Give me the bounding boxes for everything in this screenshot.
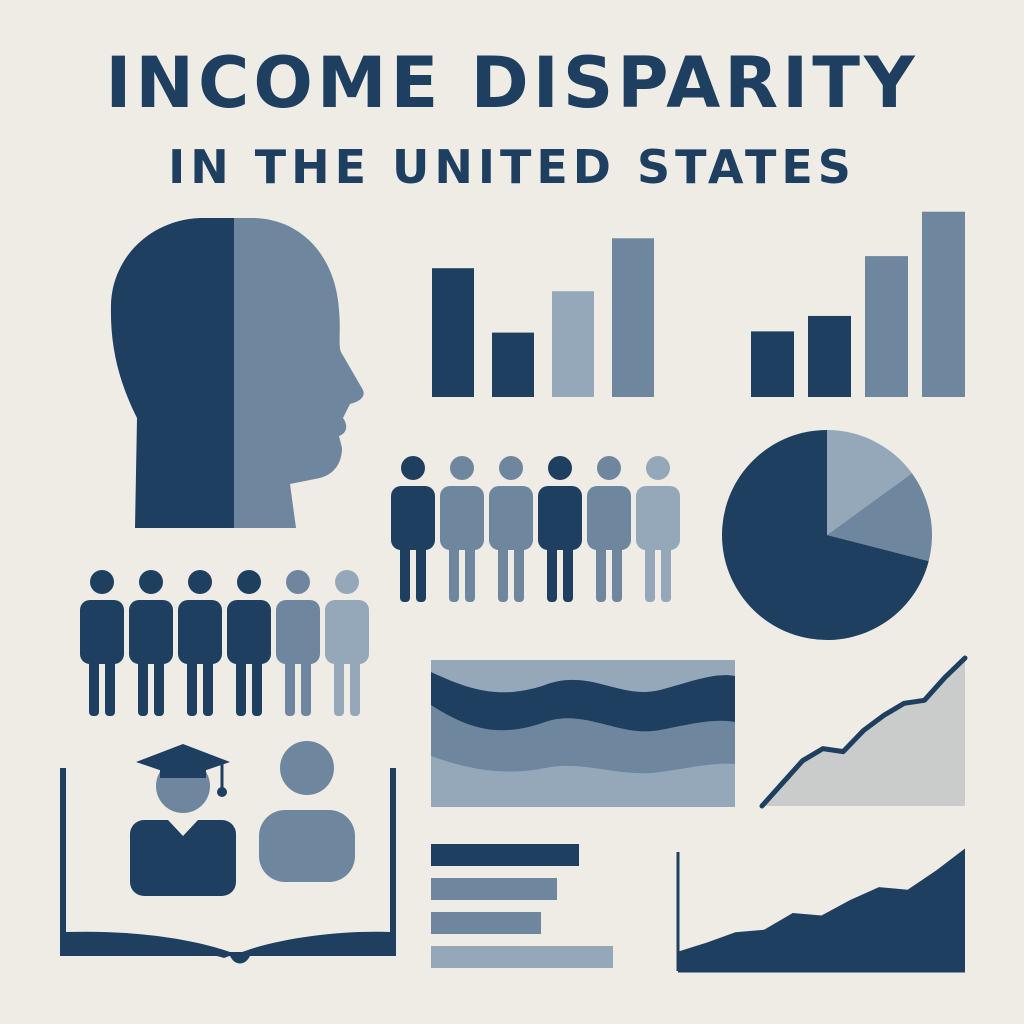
wave-stream-chart [431,660,735,807]
person-figure-icon [538,456,582,602]
bar [865,256,908,397]
pie-slice [827,473,932,562]
bar [552,291,594,397]
people-row-top [391,456,680,602]
horizontal-bar [431,946,613,968]
person-figure-icon [440,456,484,602]
open-book-icon [60,768,396,964]
graduate-icon [130,744,236,896]
person-figure-icon [178,570,222,716]
bar-chart-right [751,211,965,397]
head-profile-icon [110,218,364,528]
people-row-left [80,570,369,716]
horizontal-bar [431,912,541,934]
bar [808,315,851,397]
pie-slice [827,430,912,535]
bar [612,238,654,397]
pie-slice [722,430,929,640]
page-subtitle: IN THE UNITED STATES [168,140,856,194]
person-figure-icon [227,570,271,716]
person-figure-icon [636,456,680,602]
pie-chart [722,430,932,640]
horizontal-bar [431,844,579,866]
bar [922,211,965,397]
trend-line-chart [759,655,968,809]
bar [751,331,794,397]
person-figure-icon [325,570,369,716]
bar-chart-left [432,238,654,397]
horizontal-bar-chart [431,844,613,968]
person-figure-icon [129,570,173,716]
horizontal-bar [431,878,557,900]
area-fill [678,848,965,971]
page-title: INCOME DISPARITY [105,42,919,124]
area-chart [676,848,965,973]
bar [492,332,534,397]
person-icon [259,741,355,882]
person-figure-icon [391,456,435,602]
person-figure-icon [489,456,533,602]
bar [432,268,474,397]
person-figure-icon [276,570,320,716]
person-figure-icon [80,570,124,716]
person-figure-icon [587,456,631,602]
trend-line [759,655,968,809]
